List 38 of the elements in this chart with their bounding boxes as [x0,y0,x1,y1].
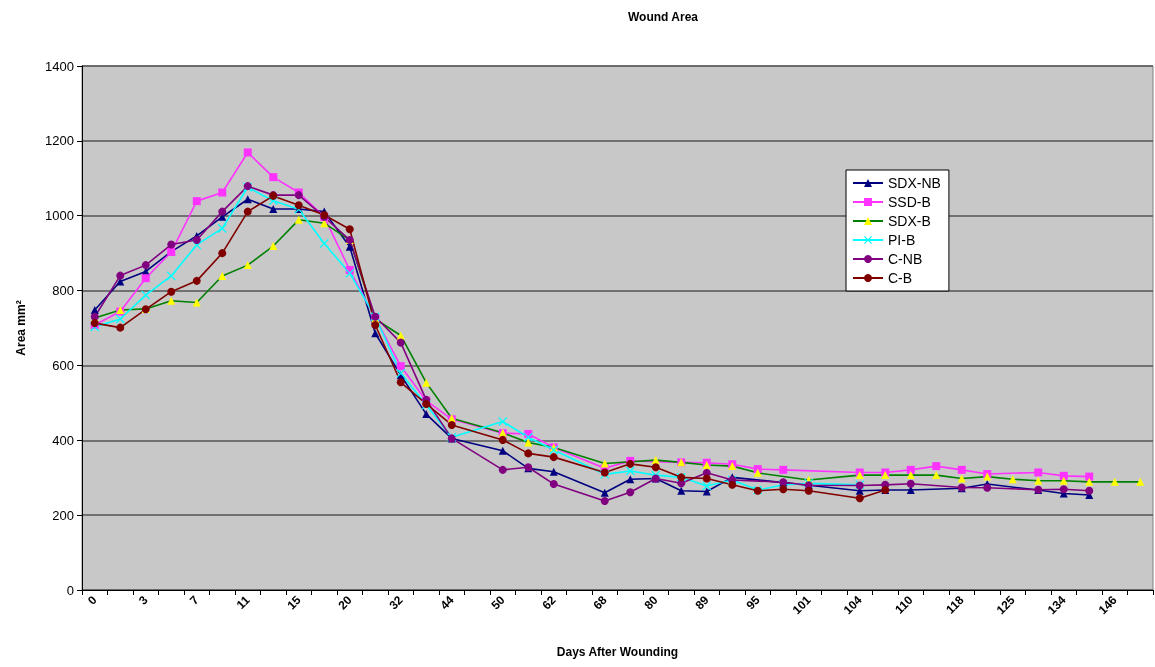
legend-label: SDX-B [888,213,931,229]
y-tick-label: 200 [52,507,74,523]
x-tick-label: 89 [692,592,712,613]
y-axis-title: Area mm² [14,300,28,356]
chart-title: Wound Area [627,10,699,24]
x-tick-label: 11 [233,592,253,612]
y-tick-label: 1400 [45,58,74,74]
x-axis-title: Days After Wounding [556,645,679,659]
x-tick-label: 32 [386,592,406,613]
legend-label: SDX-NB [888,175,941,191]
y-tick-label: 600 [52,357,74,373]
x-tick-label: 134 [1044,592,1069,618]
x-tick-label: 50 [488,592,508,613]
x-tick-label: 0 [85,592,100,608]
x-tick-label: 95 [743,592,763,613]
legend-label: PI-B [888,232,916,248]
x-tick-label: 7 [187,592,202,608]
y-tick-label: 1200 [45,133,74,149]
y-tick-label: 1000 [45,208,74,224]
x-tick-label: 118 [943,592,967,617]
x-tick-label: 146 [1095,592,1120,618]
x-tick-label: 110 [892,592,916,617]
y-tick-label: 800 [52,283,74,299]
y-tick-label: 0 [66,582,74,598]
x-tick-label: 101 [789,592,814,618]
legend-label: C-NB [888,251,923,267]
x-tick-label: 125 [993,592,1018,618]
x-tick-label: 80 [641,592,661,613]
x-tick-label: 62 [539,592,559,613]
x-tick-label: 15 [284,592,304,613]
x-tick-label: 20 [335,592,355,613]
y-tick-label: 400 [52,432,74,448]
x-tick-label: 3 [136,592,151,608]
x-tick-label: 68 [590,592,610,613]
legend-label: SSD-B [888,194,931,210]
x-tick-label: 104 [840,592,865,618]
x-tick-label: 44 [437,592,457,613]
legend-label: C-B [888,270,913,286]
